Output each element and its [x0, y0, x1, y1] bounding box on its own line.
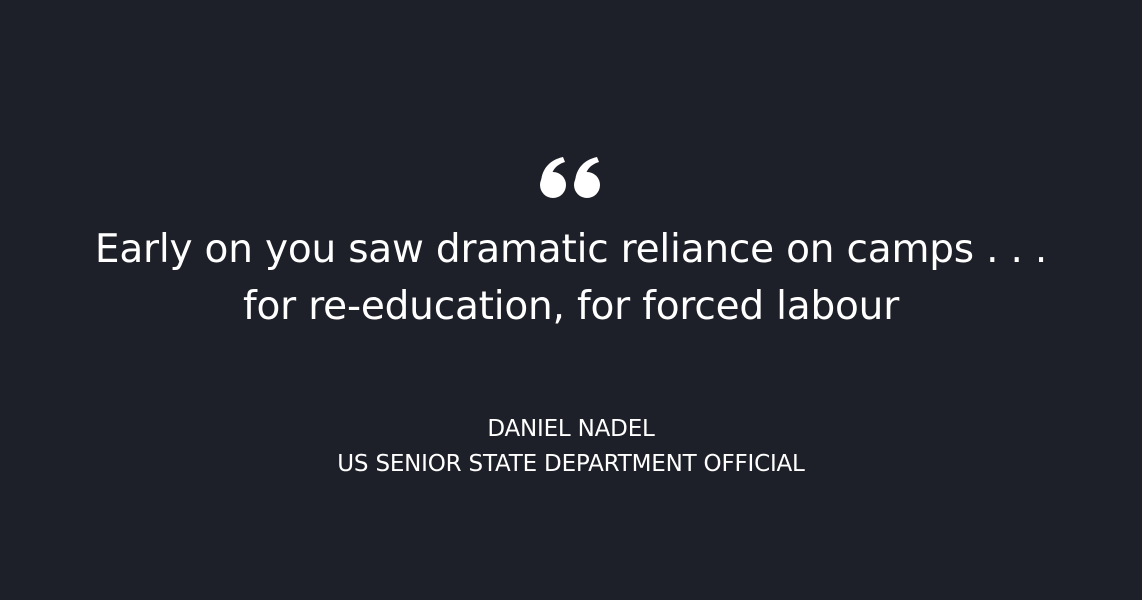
quote-line-2: for re-education, for forced labour — [242, 284, 900, 329]
author-title: US SENIOR STATE DEPARTMENT OFFICIAL — [337, 451, 805, 477]
quote-line-1: Early on you saw dramatic reliance on ca… — [94, 227, 1048, 272]
open-quote-icon — [539, 156, 603, 200]
author-name: DANIEL NADEL — [487, 416, 655, 442]
